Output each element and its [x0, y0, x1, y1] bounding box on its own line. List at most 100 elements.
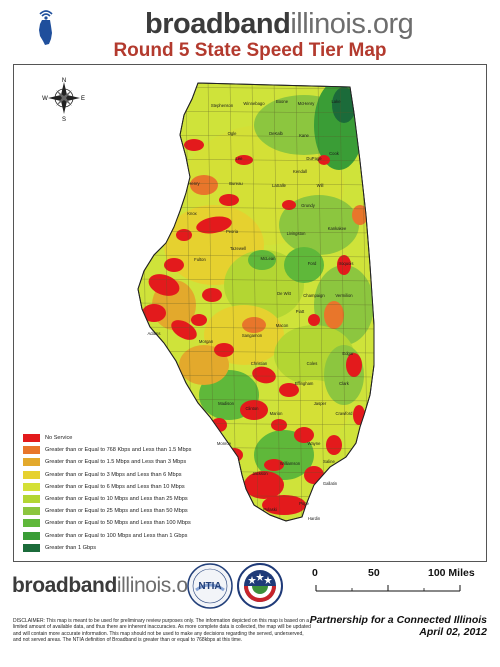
legend-item: Greater than or Equal to 10 Mbps and Les… [23, 493, 263, 505]
region-no-service [171, 320, 197, 340]
county-label: Winnebago [243, 101, 265, 106]
legend-label: Greater than or Equal to 1.5 Mbps and Le… [45, 459, 187, 466]
legend-label: Greater than or Equal to 50 Mbps and Les… [45, 520, 191, 527]
county-boundary-line [273, 83, 281, 521]
legend-swatch [23, 470, 40, 479]
region-no-service [142, 304, 166, 322]
county-label: Coles [307, 361, 318, 366]
county-label: Marion [270, 411, 283, 416]
scale-bar-graphic [315, 585, 461, 592]
brand-part-broadband: broadband [145, 8, 291, 40]
county-label: Clark [339, 381, 350, 386]
county-boundary-line [138, 278, 374, 282]
county-label: Vermilion [335, 293, 353, 298]
legend-swatch [23, 519, 40, 528]
legend-swatch [23, 434, 40, 443]
legend-item: Greater than or Equal to 1.5 Mbps and Le… [23, 456, 263, 468]
county-label: Kendall [293, 169, 307, 174]
legend-item: Greater than or Equal to 25 Mbps and Les… [23, 505, 263, 517]
region-no-service [148, 274, 180, 296]
footer-brand-part-broadband: broadband [12, 574, 117, 597]
county-boundary-line [295, 83, 303, 521]
state-outline [137, 82, 375, 522]
region-tier1 [190, 175, 218, 195]
region-no-service [202, 288, 222, 302]
legend-label: No Service [45, 435, 73, 442]
county-label: Fulton [194, 257, 206, 262]
partnership-name: Partnership for a Connected Illinois [309, 614, 487, 626]
legend-swatch [23, 458, 40, 467]
legend-label: Greater than or Equal to 768 Kbps and Le… [45, 447, 192, 454]
county-label: Pulaski [263, 507, 277, 512]
compass-w-label: W [42, 96, 48, 102]
county-label: Crawford [336, 411, 354, 416]
county-label: McLean [261, 256, 277, 261]
region-no-service [282, 200, 296, 210]
county-boundary-line [317, 83, 325, 521]
region-tier7 [248, 250, 276, 270]
region-no-service [279, 383, 299, 397]
region-tier5 [224, 250, 304, 320]
county-label: Grundy [301, 203, 316, 208]
county-boundary-line [229, 83, 237, 521]
region-no-service [244, 471, 284, 499]
region-tier1 [242, 317, 266, 333]
region-no-service [304, 466, 324, 484]
county-label: Bureau [229, 181, 243, 186]
legend-item: Greater than or Equal to 6 Mbps and Less… [23, 481, 263, 493]
legend: No Service Greater than or Equal to 768 … [23, 432, 263, 554]
county-label: Knox [187, 211, 197, 216]
illinois-speed-map: Winnebago Boone McHenry Lake Stephenson Ogle D… [137, 82, 375, 522]
legend-item: Greater than or Equal to 3 Mbps and Less… [23, 469, 263, 481]
county-label: Saline [323, 459, 335, 464]
region-tier7 [284, 247, 324, 283]
county-label: Iroquois [339, 261, 354, 266]
county-label: Gallatin [323, 481, 338, 486]
scale-label-100: 100 Miles [428, 567, 475, 579]
county-label: DuPage [306, 156, 322, 161]
county-label: Christian [251, 361, 268, 366]
county-label: Clinton [245, 406, 259, 411]
county-label: McHenry [298, 101, 316, 106]
footer-brand-part-illinois: illinois [116, 574, 171, 597]
compass-rose-icon: N S E W [42, 78, 85, 121]
county-label: Livingston [287, 231, 307, 236]
legend-swatch [23, 507, 40, 516]
region-no-service [294, 427, 314, 443]
legend-label: Greater than or Equal to 6 Mbps and Less… [45, 483, 185, 490]
compass-e-label: E [81, 96, 85, 102]
region-no-service [326, 435, 342, 455]
county-label: Adams [147, 331, 160, 336]
county-label: Jasper [314, 401, 327, 406]
region-no-service [164, 258, 184, 272]
county-label: De Witt [277, 291, 292, 296]
region-no-service [337, 255, 351, 275]
county-label: DeKalb [269, 131, 283, 136]
region-no-service [219, 194, 239, 206]
footer-wordmark: broadbandillinois.org [12, 574, 206, 598]
county-label: Stephenson [211, 103, 234, 108]
region-no-service [252, 366, 276, 384]
county-label: Champaign [303, 293, 325, 298]
region-no-service [271, 419, 287, 431]
legend-swatch [23, 531, 40, 540]
region-tier6 [279, 195, 359, 255]
map-date: April 02, 2012 [419, 626, 487, 638]
compass-s-label: S [62, 117, 66, 121]
scale-bar: 0 50 100 Miles [312, 567, 488, 607]
brand-part-org: .org [365, 8, 414, 40]
county-label: Piatt [296, 309, 305, 314]
county-labels: Winnebago Boone McHenry Lake Stephenson Ogle D… [147, 99, 354, 521]
header-brand: broadbandillinois.org [0, 4, 500, 45]
county-boundary-line [138, 254, 374, 258]
county-label: Effingham [295, 381, 314, 386]
county-label: Kankakee [328, 226, 347, 231]
region-no-service [346, 353, 362, 377]
region-tier2 [179, 345, 229, 385]
legend-swatch [23, 482, 40, 491]
disclaimer-text: DISCLAIMER: This map is meant to be used… [13, 618, 311, 643]
brand-wordmark: broadbandillinois.org [145, 8, 414, 41]
illinois-wifi-logo-icon [39, 10, 53, 45]
partnership-block: Partnership for a Connected Illinois Apr… [310, 614, 487, 638]
compass-n-label: N [62, 78, 66, 84]
